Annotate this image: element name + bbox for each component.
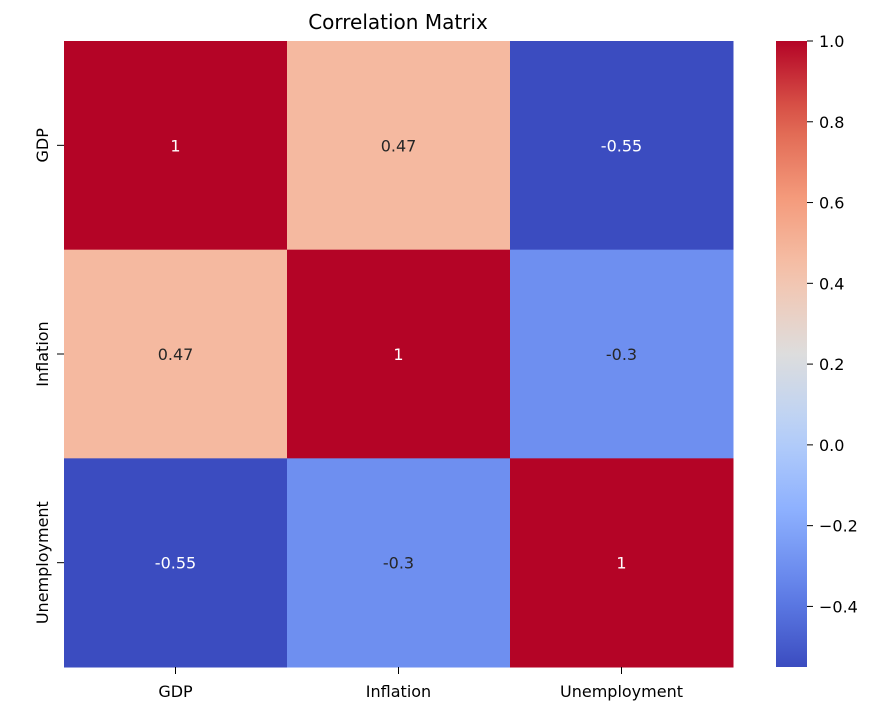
colorbar-tick-label: −0.2 [819,517,858,536]
cell-value-label: -0.3 [606,345,637,364]
heatmap-cell [287,249,511,459]
cell-value-label: 1 [616,554,626,573]
x-axis: GDP Inflation Unemployment [158,667,683,701]
heatmap-cell [64,249,288,459]
y-tick-label: GDP [33,128,52,163]
cell-value-label: -0.3 [383,554,414,573]
chart-title: Correlation Matrix [308,10,488,34]
colorbar-tick-label: 1.0 [819,32,844,51]
colorbar-tick-label: 0.2 [819,355,844,374]
heatmap-cells: 1 0.47 -0.55 0.47 1 -0.3 -0.55 -0.3 1 [64,41,734,668]
cell-value-label: -0.55 [601,136,642,155]
cell-value-label: 0.47 [158,345,194,364]
y-tick-label: Unemployment [33,501,52,624]
colorbar-tick-label: 0.0 [819,436,844,455]
heatmap-cell [510,249,734,459]
colorbar-tick-label: 0.4 [819,274,844,293]
heatmap-cell [510,458,734,668]
heatmap-cell [287,458,511,668]
colorbar-tick-label: 0.8 [819,113,844,132]
heatmap-cell [64,458,288,668]
x-tick-label: Inflation [366,682,431,701]
heatmap-cell [287,41,511,251]
cell-value-label: 1 [393,345,403,364]
x-tick-label: GDP [158,682,193,701]
colorbar-gradient [776,41,807,667]
cell-value-label: 0.47 [381,136,417,155]
cell-value-label: -0.55 [155,554,196,573]
colorbar-tick-label: −0.4 [819,597,858,616]
heatmap-cell [510,41,734,251]
colorbar: −0.4 −0.2 0.0 0.2 0.4 0.6 0.8 1.0 [776,32,858,667]
cell-value-label: 1 [170,136,180,155]
colorbar-tick-label: 0.6 [819,194,844,213]
y-axis: GDP Inflation Unemployment [33,128,64,624]
y-tick-label: Inflation [33,321,52,386]
heatmap-cell [64,41,288,251]
x-tick-label: Unemployment [560,682,683,701]
